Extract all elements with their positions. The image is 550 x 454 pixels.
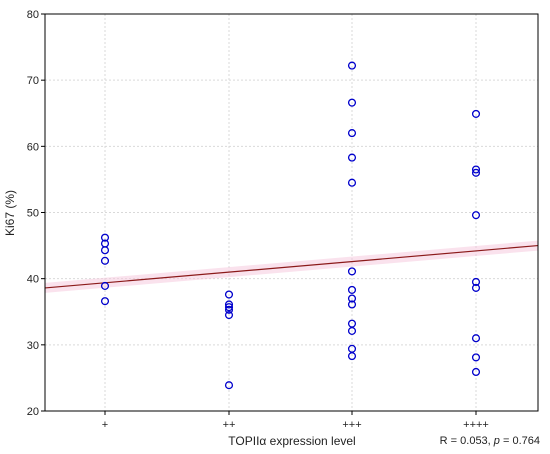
data-point (471, 283, 481, 292)
data-point (100, 246, 110, 255)
data-point (471, 277, 481, 287)
data-point (471, 334, 481, 343)
stat-p-symbol: p (493, 435, 500, 447)
data-point (347, 326, 357, 335)
x-tick-label: +++ (342, 419, 361, 431)
stat-p-value: = 0.764 (500, 435, 540, 447)
data-point (471, 109, 481, 118)
data-point (347, 285, 357, 294)
data-point (224, 381, 234, 390)
data-point (347, 129, 357, 138)
data-point (471, 165, 481, 174)
regression-line (44, 244, 539, 289)
data-point (100, 297, 110, 306)
stat-annotation: R = 0.053, p = 0.764 (440, 435, 540, 447)
data-point (347, 300, 357, 309)
data-point (347, 153, 357, 162)
data-point (347, 98, 357, 107)
data-point (224, 303, 234, 312)
data-point (100, 281, 110, 290)
data-point (347, 352, 357, 361)
x-tick-label: ++++ (463, 419, 489, 431)
data-point (224, 311, 234, 320)
data-point (224, 290, 234, 299)
y-tick-label: 70 (27, 75, 39, 87)
grid-lines (45, 14, 538, 411)
x-axis-title: TOPIIα expression level (228, 434, 355, 448)
y-tick-label: 40 (27, 274, 39, 286)
x-axis-ticks: + ++ +++ ++++ (102, 411, 489, 431)
data-point (471, 168, 481, 177)
data-point (100, 233, 110, 242)
data-point (100, 256, 110, 265)
x-tick-label: + (102, 419, 108, 431)
data-point (347, 294, 357, 303)
data-point (471, 211, 481, 220)
y-axis-title: Ki67 (%) (3, 190, 17, 236)
data-point (471, 367, 481, 377)
x-tick-label: ++ (223, 419, 236, 431)
data-point (347, 267, 357, 276)
stat-r-part: R = 0.053, (440, 435, 494, 447)
y-tick-label: 30 (27, 340, 39, 352)
data-point (347, 61, 357, 70)
y-axis-ticks: 20 30 40 50 60 70 80 (27, 9, 45, 418)
data-point (471, 353, 481, 362)
y-tick-label: 20 (27, 406, 39, 418)
data-point (224, 305, 234, 314)
data-point (347, 178, 357, 187)
data-point (224, 300, 234, 309)
data-points (100, 61, 481, 390)
y-tick-label: 80 (27, 9, 39, 21)
y-tick-label: 50 (27, 208, 39, 220)
y-tick-label: 60 (27, 141, 39, 153)
regression-line-group (44, 244, 539, 289)
